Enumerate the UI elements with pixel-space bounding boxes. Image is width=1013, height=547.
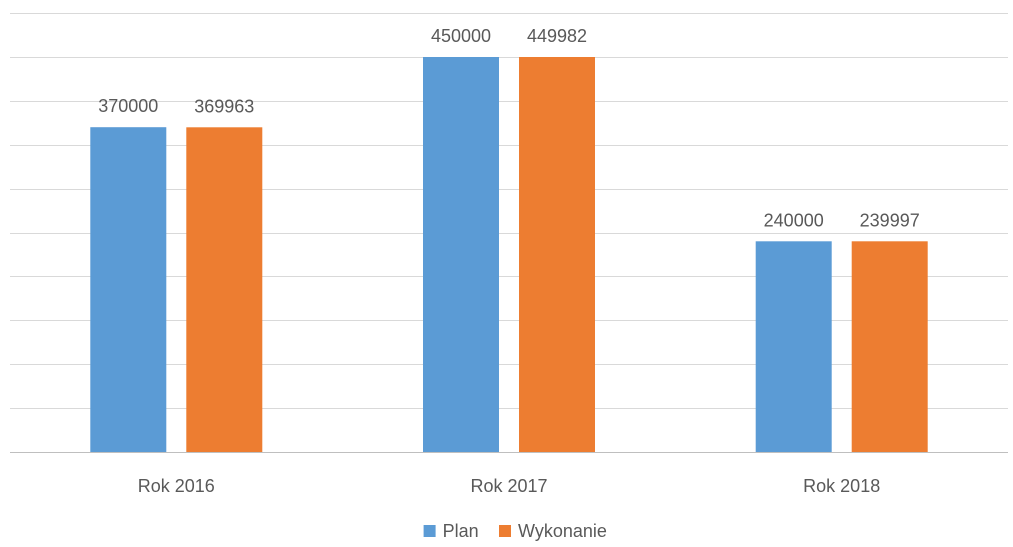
bars (90, 57, 928, 453)
data-label: 449982 (527, 26, 587, 46)
legend-swatch-wykonanie (499, 525, 511, 537)
data-label: 369963 (194, 96, 254, 116)
legend-swatch-plan (423, 525, 436, 537)
data-label: 239997 (860, 210, 920, 230)
bar-wykonanie-1 (186, 127, 263, 453)
category-label: Rok 2018 (803, 476, 880, 496)
legend-label: Plan (443, 521, 479, 541)
bar-wykonanie-3 (851, 241, 928, 452)
data-label: 240000 (764, 210, 824, 230)
gridlines (10, 13, 1008, 453)
legend-label: Wykonanie (518, 521, 607, 541)
bar-plan-2 (423, 57, 499, 452)
category-label: Rok 2017 (470, 476, 547, 496)
bar-plan-3 (755, 241, 832, 452)
data-labels: 370000 369963 450000 449982 240000 239997 (98, 26, 919, 230)
category-label: Rok 2016 (138, 476, 215, 496)
legend: Plan Wykonanie (423, 521, 607, 541)
data-label: 370000 (98, 96, 158, 116)
data-label: 450000 (431, 26, 491, 46)
bar-wykonanie-2 (519, 57, 595, 452)
bar-plan-1 (90, 127, 167, 452)
category-axis-labels: Rok 2016 Rok 2017 Rok 2018 (138, 476, 880, 496)
